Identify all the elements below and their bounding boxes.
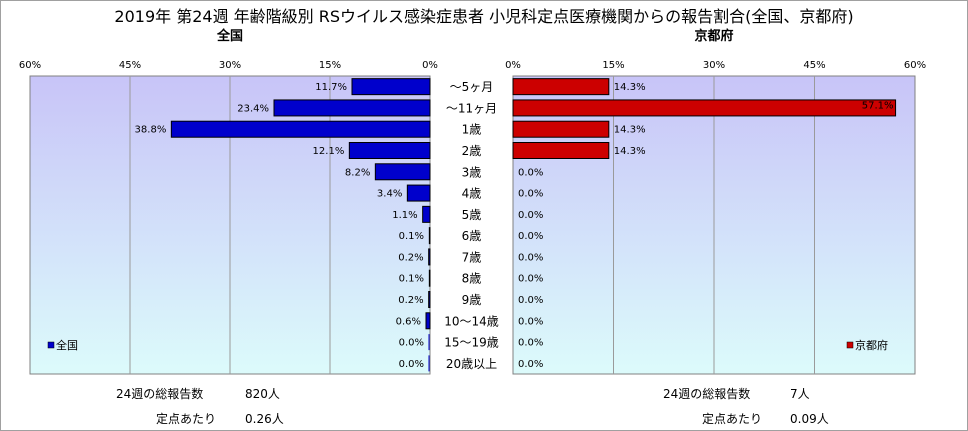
kyoto-data-label: 0.0%: [518, 295, 543, 306]
national-legend-label: 全国: [56, 338, 78, 352]
category-label: 10～14歳: [444, 314, 499, 328]
kyoto-tick-label: 0%: [505, 60, 521, 71]
national-data-label: 0.2%: [398, 295, 423, 306]
kyoto-data-label: 0.0%: [518, 338, 543, 349]
category-label: 9歳: [462, 293, 482, 307]
kyoto-bar: [512, 120, 610, 138]
category-label: 7歳: [462, 250, 482, 264]
category-label: ～5ヶ月: [450, 80, 494, 94]
kyoto-bar: [512, 99, 897, 117]
national-data-label: 0.0%: [399, 338, 424, 349]
kyoto-data-label: 14.3%: [614, 125, 646, 136]
national-data-label: 0.1%: [399, 274, 424, 285]
national-tick-label: 0%: [422, 60, 438, 71]
national-total-label: 24週の総報告数: [116, 387, 204, 401]
kyoto-data-label: 57.1%: [862, 100, 894, 111]
national-bar: [425, 312, 431, 330]
national-bar: [351, 78, 431, 96]
kyoto-tick-label: 60%: [904, 60, 926, 71]
national-bar: [428, 227, 431, 245]
category-label: ～11ヶ月: [446, 101, 497, 115]
national-data-label: 0.6%: [396, 316, 421, 327]
national-tick-label: 30%: [219, 60, 241, 71]
kyoto-legend-label: 京都府: [855, 338, 888, 352]
kyoto-data-label: 0.0%: [518, 231, 543, 242]
category-label: 8歳: [462, 272, 482, 286]
national-tick-label: 15%: [319, 60, 341, 71]
national-data-label: 38.8%: [135, 125, 167, 136]
kyoto-bar: [512, 78, 610, 96]
national-data-label: 23.4%: [237, 103, 269, 114]
kyoto-tick-label: 15%: [602, 60, 624, 71]
national-bar: [422, 205, 431, 223]
national-tick-label: 45%: [119, 60, 141, 71]
national-data-label: 1.1%: [392, 210, 417, 221]
category-label: 20歳以上: [446, 357, 497, 371]
national-data-label: 0.0%: [399, 359, 424, 370]
national-data-label: 12.1%: [313, 146, 345, 157]
kyoto-tick-label: 45%: [803, 60, 825, 71]
category-label: 6歳: [462, 229, 482, 243]
category-label: 1歳: [462, 123, 482, 137]
national-data-label: 3.4%: [377, 189, 402, 200]
kyoto-data-label: 0.0%: [518, 167, 543, 178]
national-bar: [170, 120, 431, 138]
national-bar: [406, 184, 431, 202]
kyoto-data-label: 0.0%: [518, 210, 543, 221]
kyoto-data-label: 14.3%: [614, 82, 646, 93]
category-label: 2歳: [462, 144, 482, 158]
national-data-label: 11.7%: [315, 82, 347, 93]
chart-title: 2019年 第24週 年齢階級別 RSウイルス感染症患者 小児科定点医療機関から…: [114, 7, 854, 26]
kyoto-total-value: 7人: [790, 387, 810, 401]
kyoto-data-label: 14.3%: [614, 146, 646, 157]
national-bar: [348, 142, 431, 159]
national-per-value: 0.26人: [245, 412, 284, 426]
kyoto-tick-label: 30%: [703, 60, 725, 71]
kyoto-data-label: 0.0%: [518, 252, 543, 263]
kyoto-total-label: 24週の総報告数: [663, 387, 751, 401]
kyoto-bar: [512, 142, 610, 159]
category-label: 15～19歳: [444, 336, 499, 350]
national-bar: [374, 163, 431, 181]
national-bar: [428, 269, 431, 287]
category-label: 5歳: [462, 208, 482, 222]
national-bar: [428, 291, 431, 308]
kyoto-data-label: 0.0%: [518, 316, 543, 327]
national-data-label: 8.2%: [345, 167, 370, 178]
category-label: 3歳: [462, 165, 482, 179]
category-label: 4歳: [462, 187, 482, 201]
national-legend-swatch: [47, 341, 55, 349]
national-per-label: 定点あたり: [156, 412, 217, 426]
kyoto-per-label: 定点あたり: [702, 412, 763, 426]
national-data-label: 0.1%: [399, 231, 424, 242]
national-panel-title: 全国: [216, 29, 243, 44]
kyoto-data-label: 0.0%: [518, 359, 543, 370]
national-data-label: 0.2%: [398, 252, 423, 263]
national-bar: [273, 99, 431, 117]
kyoto-data-label: 0.0%: [518, 189, 543, 200]
kyoto-per-value: 0.09人: [790, 412, 829, 426]
national-tick-label: 60%: [19, 60, 41, 71]
kyoto-panel-title: 京都府: [694, 29, 734, 44]
kyoto-legend-swatch: [846, 341, 854, 349]
national-total-value: 820人: [245, 387, 280, 401]
kyoto-data-label: 0.0%: [518, 274, 543, 285]
national-bar: [428, 248, 431, 266]
